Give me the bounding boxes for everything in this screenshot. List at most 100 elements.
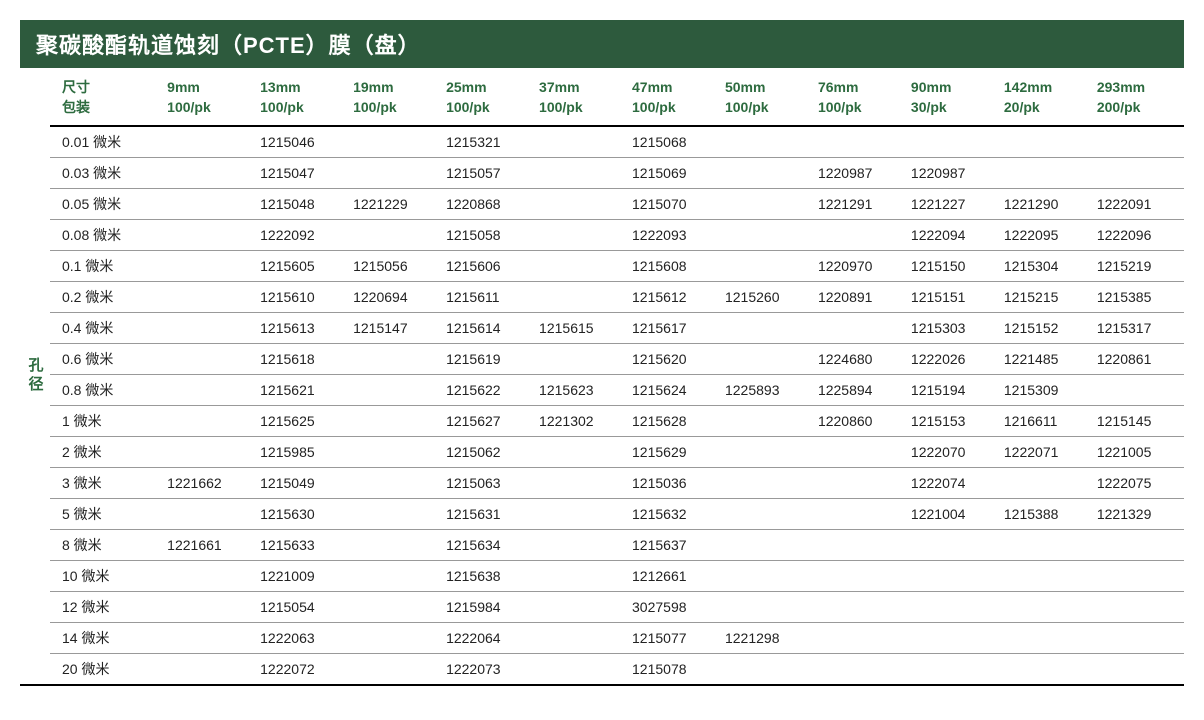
cell: 1215077 bbox=[626, 623, 719, 654]
cell bbox=[533, 220, 626, 251]
cell bbox=[347, 468, 440, 499]
table-row: 0.05 微米121504812212291220868121507012212… bbox=[50, 189, 1184, 220]
cell: 1222063 bbox=[254, 623, 347, 654]
header-col-line1: 142mm bbox=[1004, 79, 1052, 95]
cell bbox=[161, 344, 254, 375]
header-col-line1: 76mm bbox=[818, 79, 858, 95]
cell: 1215634 bbox=[440, 530, 533, 561]
cell: 1215150 bbox=[905, 251, 998, 282]
header-col-line1: 19mm bbox=[353, 79, 393, 95]
cell bbox=[533, 530, 626, 561]
cell: 1215145 bbox=[1091, 406, 1184, 437]
cell bbox=[533, 437, 626, 468]
cell bbox=[719, 313, 812, 344]
table-row: 8 微米1221661121563312156341215637 bbox=[50, 530, 1184, 561]
cell bbox=[719, 530, 812, 561]
cell: 1222071 bbox=[998, 437, 1091, 468]
cell: 1215303 bbox=[905, 313, 998, 344]
header-col-line1: 293mm bbox=[1097, 79, 1145, 95]
row-label: 3 微米 bbox=[50, 468, 161, 499]
cell bbox=[161, 592, 254, 623]
cell: 1215069 bbox=[626, 158, 719, 189]
cell: 1215058 bbox=[440, 220, 533, 251]
cell bbox=[905, 623, 998, 654]
cell: 1215309 bbox=[998, 375, 1091, 406]
cell: 1215612 bbox=[626, 282, 719, 313]
cell bbox=[719, 251, 812, 282]
cell: 1221662 bbox=[161, 468, 254, 499]
cell: 1222091 bbox=[1091, 189, 1184, 220]
cell bbox=[161, 251, 254, 282]
cell bbox=[719, 158, 812, 189]
row-label: 10 微米 bbox=[50, 561, 161, 592]
cell bbox=[998, 158, 1091, 189]
table-header: 尺寸包装9mm100/pk13mm100/pk19mm100/pk25mm100… bbox=[50, 68, 1184, 126]
header-col-line2: 100/pk bbox=[446, 99, 490, 115]
header-col-line2: 100/pk bbox=[353, 99, 397, 115]
cell: 1221485 bbox=[998, 344, 1091, 375]
cell: 1215617 bbox=[626, 313, 719, 344]
row-label: 2 微米 bbox=[50, 437, 161, 468]
row-group-label: 孔径 bbox=[20, 68, 50, 684]
table-row: 0.03 微米121504712150571215069122098712209… bbox=[50, 158, 1184, 189]
cell: 1221227 bbox=[905, 189, 998, 220]
cell bbox=[347, 406, 440, 437]
cell bbox=[533, 158, 626, 189]
row-label: 0.6 微米 bbox=[50, 344, 161, 375]
cell: 1215622 bbox=[440, 375, 533, 406]
row-label: 8 微米 bbox=[50, 530, 161, 561]
cell bbox=[719, 468, 812, 499]
cell: 1215620 bbox=[626, 344, 719, 375]
cell: 1225893 bbox=[719, 375, 812, 406]
cell: 1215068 bbox=[626, 126, 719, 158]
cell: 1215049 bbox=[254, 468, 347, 499]
cell bbox=[812, 126, 905, 158]
cell: 1215036 bbox=[626, 468, 719, 499]
cell: 1215623 bbox=[533, 375, 626, 406]
cell bbox=[161, 623, 254, 654]
cell bbox=[161, 406, 254, 437]
cell bbox=[812, 468, 905, 499]
cell bbox=[347, 623, 440, 654]
table-row: 0.4 微米1215613121514712156141215615121561… bbox=[50, 313, 1184, 344]
cell bbox=[533, 344, 626, 375]
row-label: 0.4 微米 bbox=[50, 313, 161, 344]
cell: 1215054 bbox=[254, 592, 347, 623]
cell: 1222094 bbox=[905, 220, 998, 251]
cell: 1215260 bbox=[719, 282, 812, 313]
cell bbox=[161, 654, 254, 685]
cell: 1225894 bbox=[812, 375, 905, 406]
header-col-line2: 30/pk bbox=[911, 99, 947, 115]
table-row: 0.8 微米1215621121562212156231215624122589… bbox=[50, 375, 1184, 406]
table-row: 5 微米121563012156311215632122100412153881… bbox=[50, 499, 1184, 530]
cell: 1215047 bbox=[254, 158, 347, 189]
cell: 1215624 bbox=[626, 375, 719, 406]
cell: 1215056 bbox=[347, 251, 440, 282]
cell bbox=[719, 344, 812, 375]
header-col-line2: 20/pk bbox=[1004, 99, 1040, 115]
cell bbox=[812, 437, 905, 468]
cell: 1221290 bbox=[998, 189, 1091, 220]
row-label: 0.03 微米 bbox=[50, 158, 161, 189]
row-label: 20 微米 bbox=[50, 654, 161, 685]
cell: 1215321 bbox=[440, 126, 533, 158]
table-row: 0.1 微米1215605121505612156061215608122097… bbox=[50, 251, 1184, 282]
cell bbox=[812, 654, 905, 685]
cell bbox=[719, 561, 812, 592]
cell: 1222095 bbox=[998, 220, 1091, 251]
cell: 1220694 bbox=[347, 282, 440, 313]
header-col-line2: 100/pk bbox=[632, 99, 676, 115]
cell bbox=[161, 220, 254, 251]
cell: 1220891 bbox=[812, 282, 905, 313]
table-row: 3 微米122166212150491215063121503612220741… bbox=[50, 468, 1184, 499]
cell bbox=[812, 592, 905, 623]
cell bbox=[998, 592, 1091, 623]
product-table: 尺寸包装9mm100/pk13mm100/pk19mm100/pk25mm100… bbox=[50, 68, 1184, 684]
cell bbox=[533, 623, 626, 654]
row-label: 14 微米 bbox=[50, 623, 161, 654]
row-label: 0.08 微米 bbox=[50, 220, 161, 251]
header-col-5: 47mm100/pk bbox=[626, 68, 719, 126]
cell: 1215078 bbox=[626, 654, 719, 685]
row-label: 12 微米 bbox=[50, 592, 161, 623]
row-label: 0.01 微米 bbox=[50, 126, 161, 158]
